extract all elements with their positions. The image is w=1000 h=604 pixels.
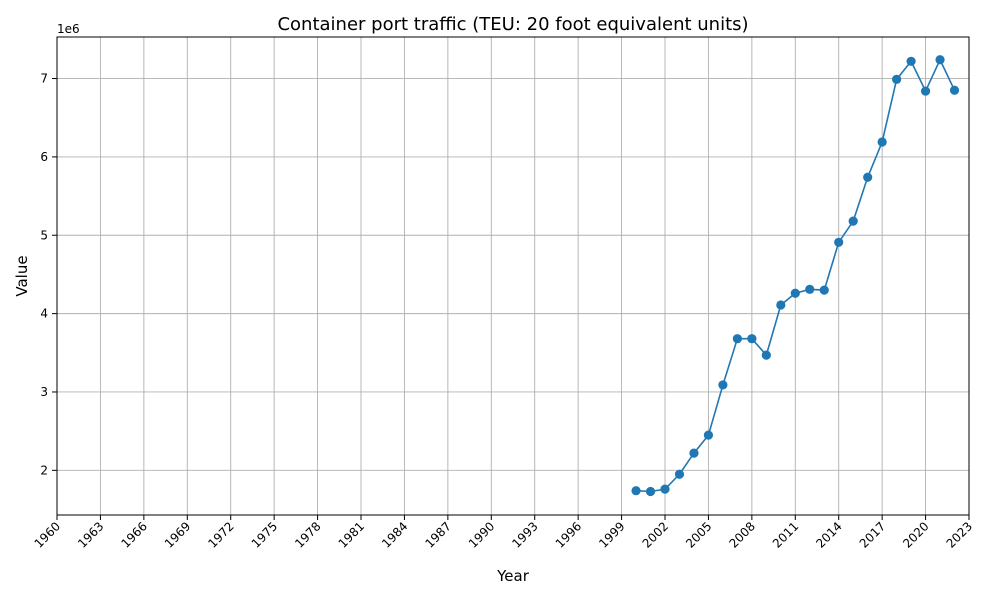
data-point xyxy=(747,334,757,344)
x-tick-label: 1975 xyxy=(249,519,280,550)
x-tick-label: 2014 xyxy=(813,519,844,550)
data-point xyxy=(877,137,887,147)
x-tick-label: 2017 xyxy=(857,519,888,550)
x-tick-label: 1999 xyxy=(596,519,627,550)
data-point xyxy=(660,484,670,494)
x-tick-label: 1993 xyxy=(509,519,540,550)
data-point xyxy=(790,288,800,298)
y-tick-label: 3 xyxy=(40,385,48,399)
x-tick-label: 1960 xyxy=(32,519,63,550)
y-tick-label: 7 xyxy=(40,72,48,86)
data-point xyxy=(718,380,728,390)
data-point xyxy=(674,469,685,479)
data-point xyxy=(949,85,960,95)
data-point xyxy=(819,285,829,295)
x-tick-label: 1963 xyxy=(75,519,106,550)
x-tick-label: 1972 xyxy=(205,519,236,550)
x-tick-label: 1984 xyxy=(379,519,410,550)
data-series xyxy=(631,55,960,497)
x-tick-label: 2011 xyxy=(770,519,801,550)
x-tick-label: 1966 xyxy=(118,519,149,550)
data-point xyxy=(935,55,945,65)
x-tick-label: 1996 xyxy=(553,519,584,550)
x-tick-label: 1969 xyxy=(162,519,193,550)
data-point xyxy=(631,486,641,496)
y-axis-offset-label: 1e6 xyxy=(57,22,80,36)
y-tick-label: 6 xyxy=(40,150,48,164)
y-axis-label: Value xyxy=(13,255,31,296)
y-tick-label: 2 xyxy=(40,463,48,477)
x-tick-label: 1990 xyxy=(466,519,497,550)
chart-title: Container port traffic (TEU: 20 foot equ… xyxy=(277,14,748,35)
data-point xyxy=(834,237,844,247)
data-point xyxy=(906,56,916,66)
grid-lines xyxy=(56,37,970,515)
x-tick-label: 2005 xyxy=(683,519,714,550)
x-tick-label: 1987 xyxy=(422,519,453,550)
x-tick-label: 1978 xyxy=(292,519,323,550)
x-tick-label: 2002 xyxy=(640,519,671,550)
x-tick-label: 2008 xyxy=(726,519,757,550)
data-point xyxy=(848,216,858,226)
plot-frame xyxy=(56,36,970,516)
y-tick-label: 4 xyxy=(40,307,48,321)
axis-ticks: 1960 1963 1966 1969 1972 1975 1978 1981 1984 1987… xyxy=(32,72,975,551)
data-point xyxy=(732,334,742,344)
data-point xyxy=(703,430,714,440)
data-point xyxy=(892,74,902,84)
data-point xyxy=(863,172,873,182)
data-point xyxy=(805,284,815,294)
x-axis-label: Year xyxy=(496,567,530,585)
data-point xyxy=(645,486,656,497)
data-point xyxy=(776,300,786,310)
y-tick-label: 5 xyxy=(40,228,48,242)
data-point xyxy=(761,350,771,360)
data-point xyxy=(920,86,931,96)
x-tick-label: 2023 xyxy=(944,519,975,550)
x-tick-label: 1981 xyxy=(336,519,367,550)
x-tick-label: 2020 xyxy=(900,519,931,550)
data-point xyxy=(689,448,699,458)
